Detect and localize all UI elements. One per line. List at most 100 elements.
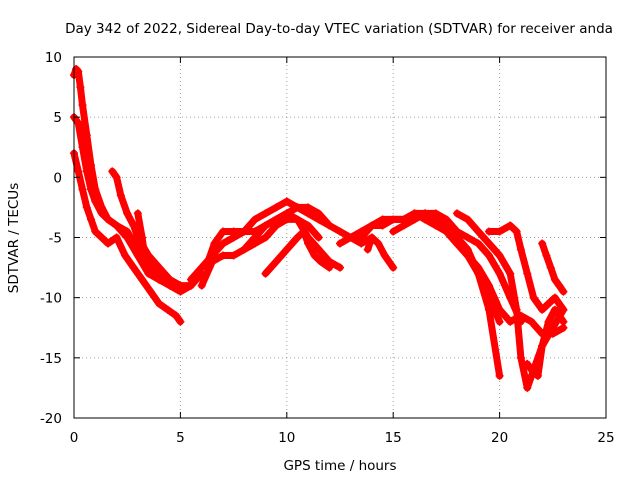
data-point xyxy=(378,221,387,230)
data-point xyxy=(523,269,532,278)
series-arc-7 xyxy=(197,215,323,290)
series-line xyxy=(198,215,323,290)
data-point xyxy=(293,233,302,242)
data-point xyxy=(229,233,238,242)
series-arc-5 xyxy=(133,209,164,284)
data-point xyxy=(523,359,532,368)
x-axis-label: GPS time / hours xyxy=(283,458,396,474)
data-point xyxy=(87,215,96,224)
data-point xyxy=(380,251,389,260)
data-point xyxy=(442,215,451,224)
data-point xyxy=(533,371,542,380)
data-point xyxy=(112,221,121,230)
data-point xyxy=(304,221,313,230)
data-point xyxy=(314,209,323,218)
x-tick-label: 20 xyxy=(491,430,508,446)
data-point xyxy=(165,275,174,284)
y-tick-label: -20 xyxy=(40,411,62,427)
data-point xyxy=(484,239,493,248)
data-point xyxy=(218,239,227,248)
data-point xyxy=(314,245,323,254)
data-point xyxy=(555,281,564,290)
data-point xyxy=(82,203,91,212)
data-point xyxy=(138,275,147,284)
data-point xyxy=(261,209,270,218)
data-point xyxy=(129,221,138,230)
data-point xyxy=(495,305,504,314)
data-point xyxy=(463,251,472,260)
data-point xyxy=(463,233,472,242)
y-tick-label: -5 xyxy=(49,231,62,247)
data-point xyxy=(357,233,366,242)
data-point xyxy=(336,239,344,248)
y-tick-label: 10 xyxy=(45,50,62,66)
x-tick-label: 0 xyxy=(70,430,79,446)
data-point xyxy=(474,239,483,248)
data-point xyxy=(108,167,117,176)
data-point xyxy=(142,263,151,272)
data-point xyxy=(304,239,313,248)
series-arc-19 xyxy=(523,305,568,380)
data-point xyxy=(559,305,568,314)
data-point xyxy=(523,383,532,392)
grid-layer xyxy=(74,57,606,418)
data-point xyxy=(559,287,568,296)
data-point xyxy=(163,305,172,314)
data-point xyxy=(229,251,238,260)
data-point xyxy=(218,227,227,236)
data-point xyxy=(538,239,547,248)
data-point xyxy=(293,215,302,224)
data-point xyxy=(516,245,525,254)
data-point xyxy=(282,197,291,206)
data-point xyxy=(325,263,334,272)
data-point xyxy=(146,287,155,296)
data-point xyxy=(550,305,559,314)
data-point xyxy=(104,215,113,224)
data-point xyxy=(367,221,376,230)
data-point xyxy=(304,203,313,212)
data-point xyxy=(550,293,559,302)
data-point xyxy=(133,209,142,218)
data-point xyxy=(363,245,372,254)
data-point xyxy=(74,167,83,176)
tick-layer: 0 5 10 15 20 25 -20 -15 -10 -5 0 5 10 xyxy=(40,50,615,446)
data-point xyxy=(176,317,185,326)
data-point xyxy=(310,251,319,260)
data-point xyxy=(544,299,553,308)
data-point xyxy=(506,317,515,326)
data-point xyxy=(87,185,96,194)
data-point xyxy=(336,263,344,272)
data-point xyxy=(474,263,483,272)
data-point xyxy=(544,317,553,326)
data-point xyxy=(261,269,270,278)
data-point xyxy=(129,263,138,272)
data-point xyxy=(282,209,291,218)
data-point xyxy=(112,173,121,182)
data-point xyxy=(240,227,249,236)
data-point xyxy=(82,131,91,140)
y-tick-label: 5 xyxy=(53,110,62,126)
data-point xyxy=(187,275,196,284)
data-point xyxy=(410,215,419,224)
data-point xyxy=(484,251,493,260)
data-point xyxy=(516,353,525,362)
x-tick-label: 25 xyxy=(597,430,614,446)
data-point xyxy=(538,341,547,350)
x-tick-label: 5 xyxy=(176,430,185,446)
data-point xyxy=(512,305,521,314)
data-point xyxy=(325,221,334,230)
data-point xyxy=(512,227,521,236)
data-point xyxy=(399,221,408,230)
data-point xyxy=(78,143,87,152)
series-arc-10 xyxy=(261,227,334,278)
data-point xyxy=(495,269,504,278)
data-point xyxy=(218,251,227,260)
data-point xyxy=(293,203,302,212)
data-point xyxy=(474,227,483,236)
data-point xyxy=(546,263,555,272)
data-point xyxy=(104,239,113,248)
data-point xyxy=(389,215,398,224)
data-point xyxy=(314,233,323,242)
